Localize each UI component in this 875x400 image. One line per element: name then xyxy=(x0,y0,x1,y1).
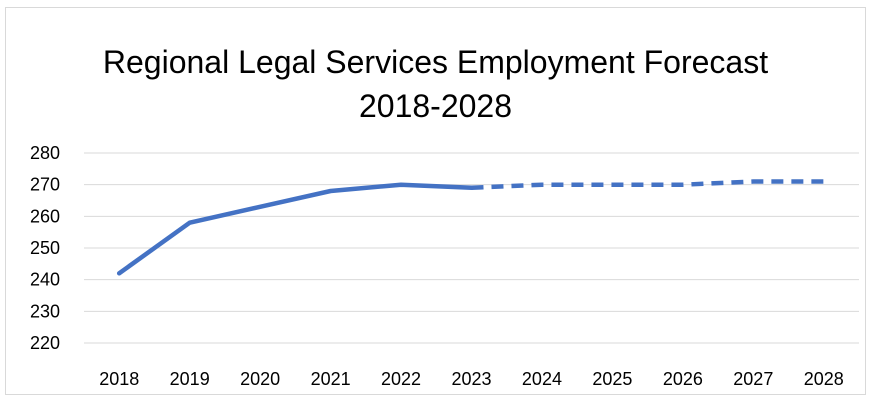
y-tick-label-280: 280 xyxy=(30,143,60,163)
x-tick-label-2020: 2020 xyxy=(240,369,280,389)
series-line-actual xyxy=(116,182,474,276)
x-tick-label-2022: 2022 xyxy=(381,369,421,389)
x-tick-label-2025: 2025 xyxy=(592,369,632,389)
x-tick-label-2018: 2018 xyxy=(99,369,139,389)
x-tick-label-2028: 2028 xyxy=(804,369,844,389)
y-tick-label-270: 270 xyxy=(30,175,60,195)
x-tick-label-2026: 2026 xyxy=(663,369,703,389)
chart-title: Regional Legal Services Employment Forec… xyxy=(5,40,866,128)
y-tick-label-220: 220 xyxy=(30,333,60,353)
y-tick-label-230: 230 xyxy=(30,301,60,321)
y-tick-label-260: 260 xyxy=(30,206,60,226)
chart-title-years: 2018-2028 xyxy=(358,88,513,124)
x-tick-label-2021: 2021 xyxy=(311,369,351,389)
x-tick-label-2027: 2027 xyxy=(733,369,773,389)
chart-title-main: Regional Legal Services Employment Forec… xyxy=(102,44,769,80)
y-tick-label-240: 240 xyxy=(30,270,60,290)
x-tick-label-2023: 2023 xyxy=(451,369,491,389)
chart-frame xyxy=(5,7,866,395)
x-tick-label-2024: 2024 xyxy=(522,369,562,389)
y-tick-label-250: 250 xyxy=(30,238,60,258)
x-tick-label-2019: 2019 xyxy=(170,369,210,389)
